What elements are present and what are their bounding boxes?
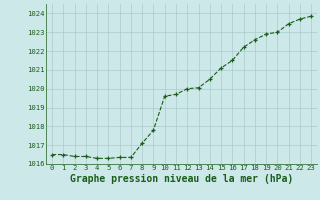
X-axis label: Graphe pression niveau de la mer (hPa): Graphe pression niveau de la mer (hPa) [70,174,293,184]
